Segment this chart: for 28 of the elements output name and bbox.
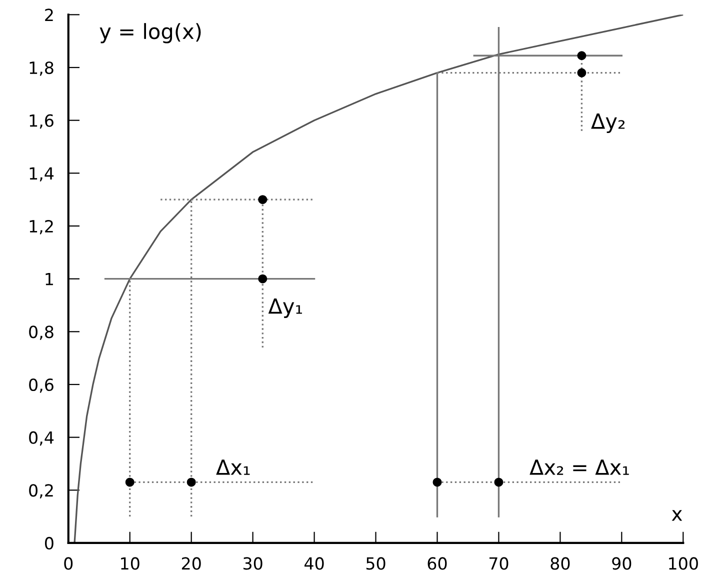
x-tick-label: 60	[428, 557, 447, 570]
y-tick-label: 2	[45, 8, 53, 22]
y-tick-label: 1,2	[30, 220, 53, 234]
annotation: Δx₁	[216, 460, 250, 475]
x-tick-label: 20	[182, 557, 201, 570]
x-tick-label: 70	[489, 557, 508, 570]
y-tick-label: 1,4	[30, 167, 54, 182]
x-tick-label: 80	[550, 557, 570, 570]
x-tick-label: 90	[612, 557, 632, 570]
x-tick-label: 0	[64, 557, 73, 570]
y-tick-label: 0,6	[29, 378, 54, 393]
x-tick-label: 10	[121, 557, 140, 570]
x-tick-label: 50	[366, 557, 386, 570]
annotation: Δx₂ = Δx₁	[530, 460, 629, 475]
annotation: Δy₁	[268, 298, 302, 318]
y-tick-label: 1,8	[30, 61, 54, 76]
y-tick-label: 0	[44, 536, 54, 550]
annotation: Δy₂	[591, 114, 625, 134]
y-tick-label: 0,8	[29, 326, 54, 340]
y-tick-label: 0,4	[29, 431, 54, 446]
x-tick-label: 30	[243, 557, 262, 570]
y-tick-label: 0,2	[29, 484, 53, 498]
x-axis-title: x	[672, 510, 682, 521]
x-tick-label: 40	[304, 557, 324, 570]
x-tick-label: 100	[669, 557, 698, 570]
annotation: y = log(x)	[100, 23, 201, 44]
y-tick-label: 1	[46, 273, 53, 286]
y-tick-label: 1,6	[30, 114, 54, 129]
